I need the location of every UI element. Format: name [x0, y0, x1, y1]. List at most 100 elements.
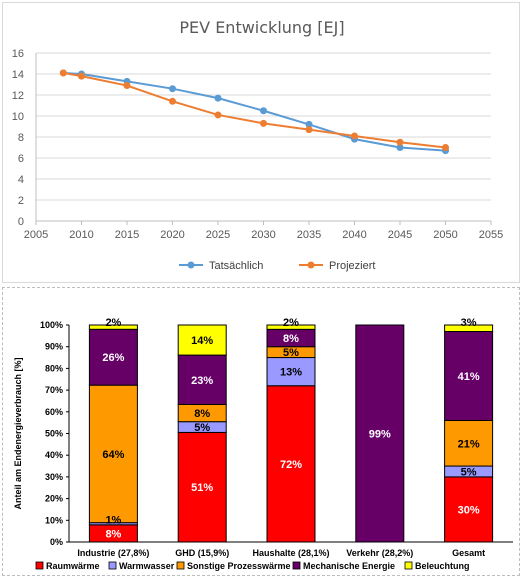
bar-segment	[444, 476, 494, 543]
bar-data-label: 99%	[369, 429, 391, 441]
x-category-label: Gesamt	[452, 548, 485, 558]
y-tick-label: 0	[18, 216, 24, 228]
bar-segment	[177, 324, 227, 356]
x-tick-label: 2040	[342, 229, 366, 241]
legend-label-4: Mechanische Energie	[303, 561, 395, 571]
line-chart-panel: PEV Entwicklung [EJ] 0 2 4 6 8 10 12 14 16 2005 201…	[2, 2, 520, 283]
bar-data-label: 13%	[280, 367, 302, 379]
legend-label-1: Raumwärme	[46, 561, 100, 571]
y-tick-label: 20%	[45, 494, 63, 504]
legend-swatch-5	[404, 561, 413, 570]
series-1-point	[305, 120, 313, 128]
series-2-point	[260, 119, 267, 127]
y-tick-label: 70%	[45, 385, 63, 395]
bar-segment	[355, 324, 405, 543]
x-category-label: GHD (15,9%)	[175, 548, 229, 558]
legend-label-3: Sonstige Prozesswärme	[187, 561, 291, 571]
y-tick-label: 8	[18, 132, 24, 144]
x-tick-label: 2025	[206, 229, 230, 241]
x-tick-label: 2055	[479, 229, 503, 241]
stacked-bar-chart: 0% 10% 20% 30% 40% 50% 60% 70% 80% 90% 100% Anteil …	[13, 317, 513, 571]
bar-data-label: 8%	[105, 528, 121, 540]
bar-data-label: 23%	[191, 375, 213, 387]
y-tick-label: 80%	[45, 363, 63, 373]
x-category-label: Industrie (27,8%)	[77, 548, 149, 558]
y-tick-label: 14	[12, 69, 24, 81]
series-2-point	[305, 126, 313, 134]
y-tick-label: 60%	[45, 407, 63, 417]
x-tick-label: 2050	[433, 229, 457, 241]
y-tick-label: 0%	[50, 537, 63, 547]
x-tick-label: 2005	[24, 229, 48, 241]
bar-data-label: 26%	[102, 352, 124, 364]
y-tick-label: 30%	[45, 472, 63, 482]
bar-segment	[177, 354, 227, 405]
series-line-1	[63, 71, 446, 152]
series-2-point	[442, 144, 449, 151]
x-tick-label: 2020	[160, 229, 184, 241]
bar-data-label: 72%	[280, 459, 302, 471]
legend-swatch-2	[108, 561, 117, 570]
legend-label-2: Projeziert	[329, 260, 375, 272]
x-tick-label: 2045	[388, 229, 412, 241]
bar-data-label: 5%	[283, 347, 299, 359]
bar-segment	[444, 324, 494, 333]
bar-data-label: 14%	[191, 335, 213, 347]
legend-marker-1	[187, 261, 195, 269]
y-tick-label: 2	[18, 195, 24, 207]
legend-marker-2	[307, 261, 315, 269]
series-1-point	[396, 144, 404, 151]
chart-title: PEV Entwicklung [EJ]	[179, 18, 344, 37]
legend-label-5: Beleuchtung	[415, 561, 470, 571]
y-tick-label: 10	[12, 111, 24, 123]
series-2-point	[59, 69, 67, 77]
y-tick-label: 12	[12, 90, 24, 102]
series-2-point	[214, 111, 222, 119]
y-tick-label: 4	[18, 174, 24, 186]
bar-data-label: 2%	[105, 317, 121, 329]
x-tick-label: 2015	[115, 229, 139, 241]
series-2-point	[396, 138, 404, 146]
bar-segment	[88, 328, 138, 386]
x-tick-label: 2030	[251, 229, 275, 241]
x-tick-label: 2010	[69, 229, 93, 241]
bar-data-label: 8%	[283, 333, 299, 345]
bar-data-label: 5%	[194, 422, 210, 434]
series-1-point	[260, 107, 267, 115]
y-axis-label: Anteil am Endenergieverbrauch [%]	[13, 357, 23, 509]
legend-swatch-3	[176, 561, 185, 570]
y-tick-label: 40%	[45, 450, 63, 460]
bar-data-label: 2%	[283, 317, 299, 329]
bar-data-label: 41%	[458, 371, 480, 383]
bar-data-label: 1%	[105, 515, 121, 527]
y-tick-label: 90%	[45, 342, 63, 352]
bar-segment	[266, 385, 316, 543]
series-2-point	[351, 132, 358, 140]
x-category-label: Verkehr (28,2%)	[346, 548, 413, 558]
series-line-2	[63, 71, 446, 149]
y-tick-label: 100%	[40, 320, 63, 330]
series-1-point	[214, 94, 222, 102]
bar-segment	[88, 324, 138, 330]
bar-segment	[88, 384, 138, 524]
bar-segment	[266, 324, 316, 330]
x-tick-label: 2035	[297, 229, 321, 241]
bar-segment	[444, 419, 494, 467]
y-tick-label: 50%	[45, 429, 63, 439]
bar-segment	[177, 431, 227, 543]
bar-data-label: 21%	[458, 438, 480, 450]
series-1-point	[169, 85, 176, 93]
bar-data-label: 3%	[461, 317, 477, 329]
legend-label-2: Warmwasser	[119, 561, 175, 571]
line-chart: PEV Entwicklung [EJ] 0 2 4 6 8 10 12 14 16 2005 201…	[12, 18, 503, 272]
stacked-bar-chart-panel: 0% 10% 20% 30% 40% 50% 60% 70% 80% 90% 100% Anteil …	[2, 287, 520, 576]
bar-segment	[444, 331, 494, 421]
bar-data-label: 5%	[461, 466, 477, 478]
legend-swatch-4	[292, 561, 301, 570]
series-2-point	[169, 97, 176, 105]
legend-label-1: Tatsächlich	[209, 260, 263, 272]
legend-swatch-1	[35, 561, 44, 570]
bar-data-label: 30%	[458, 504, 480, 516]
y-tick-label: 10%	[45, 515, 63, 525]
series-2-point	[123, 82, 131, 90]
